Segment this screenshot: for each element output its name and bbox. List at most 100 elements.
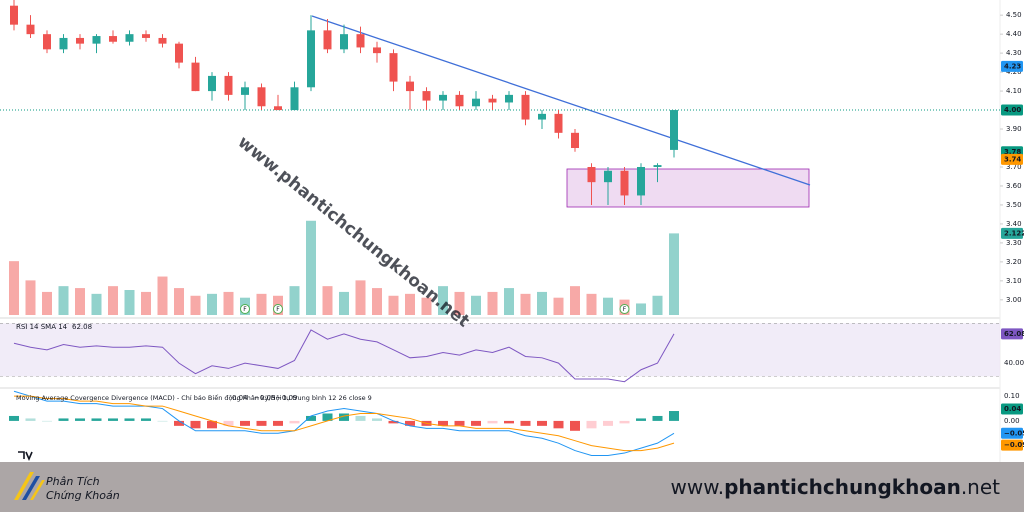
candle-body — [26, 24, 35, 35]
volume-bar — [438, 286, 448, 315]
candle-body — [10, 5, 18, 25]
brand-line: Chứng Khoán — [46, 489, 120, 502]
macd-label — [1001, 439, 1023, 451]
candle-body — [290, 87, 299, 111]
candle-body — [92, 36, 101, 44]
y-tick-label: 0.00 — [1004, 417, 1020, 425]
logo-mark — [22, 476, 40, 500]
candle-body — [323, 30, 332, 50]
macd-bar — [273, 420, 283, 426]
macd-bar — [322, 413, 333, 421]
macd-bar — [603, 420, 613, 426]
range-box — [566, 168, 810, 208]
macd-bar — [240, 420, 250, 426]
volume-label — [1001, 227, 1023, 239]
candle-body — [241, 87, 249, 95]
price-label-text: 4.23 — [1004, 62, 1021, 70]
volume-bar — [504, 288, 514, 315]
logo-mark — [14, 472, 34, 500]
volume-bar — [141, 291, 151, 315]
macd-legend-value: −0.09 — [276, 394, 297, 402]
candle-body — [406, 81, 414, 92]
price-label-text: 3.78 — [1004, 148, 1021, 156]
macd-bar — [586, 420, 597, 429]
volume-bar — [471, 295, 481, 315]
candle-body — [274, 106, 282, 111]
macd-bar — [454, 420, 465, 426]
candle-body — [356, 34, 365, 48]
candle-body — [224, 75, 233, 95]
volume-bar — [207, 293, 217, 315]
macd-legend-value: −0.05 — [254, 394, 275, 402]
candle-body — [389, 53, 398, 82]
candle-body — [422, 91, 431, 101]
macd-bar — [42, 420, 52, 422]
volume-bar — [289, 286, 300, 315]
candle-body — [76, 37, 84, 44]
y-tick-label: 0.10 — [1004, 392, 1020, 400]
y-tick-label: 3.60 — [1006, 182, 1022, 190]
macd-legend-value: 0.04 — [232, 394, 248, 402]
macd-bar — [289, 420, 300, 424]
candle-body — [175, 43, 183, 63]
macd-bar — [669, 411, 679, 421]
macd-bar — [157, 420, 168, 422]
macd-bar — [256, 420, 267, 426]
volume-bar — [174, 288, 184, 315]
macd-bar — [124, 418, 135, 421]
macd-label-text: −0.09 — [1004, 441, 1024, 449]
candle-body — [472, 98, 480, 107]
macd-bar — [520, 420, 531, 426]
volume-bar — [553, 297, 564, 315]
footer-url: www.phantichchungkhoan.net — [671, 475, 1001, 499]
volume-bar — [42, 291, 52, 315]
macd-bar — [372, 418, 382, 421]
candle-body — [208, 75, 216, 92]
candle-body — [571, 132, 579, 149]
macd-bar — [9, 415, 19, 421]
candle-body — [142, 34, 150, 38]
volume-bar — [256, 293, 267, 315]
macd-bar — [306, 415, 316, 421]
candle-body — [488, 98, 497, 103]
y-tick-label: 3.30 — [1006, 239, 1022, 247]
macd-signal-line — [14, 395, 675, 452]
macd-bar — [619, 420, 630, 424]
volume-bar — [603, 297, 613, 315]
y-tick-label: 4.20 — [1006, 68, 1022, 76]
candle-body — [538, 113, 546, 120]
candle-body — [587, 166, 596, 183]
y-tick-label: 3.40 — [1006, 220, 1022, 228]
macd-bar — [108, 418, 118, 421]
volume-bar — [388, 295, 399, 315]
volume-bar — [355, 280, 366, 315]
rsi-legend-value: 62.08 — [72, 323, 92, 331]
footer — [0, 462, 1024, 512]
y-tick-label: 3.00 — [1006, 296, 1022, 304]
macd-bar — [141, 418, 151, 421]
macd-label — [1001, 427, 1023, 439]
y-tick-label: 4.50 — [1006, 11, 1022, 19]
volume-bar — [25, 280, 36, 315]
candle-body — [653, 165, 662, 167]
candle-body — [43, 34, 51, 50]
candle-body — [373, 47, 381, 54]
candle-body — [505, 94, 513, 103]
macd-bar — [25, 418, 36, 421]
y-tick-label: 4.30 — [1006, 49, 1022, 57]
macd-bar — [190, 420, 201, 429]
macd-bar — [405, 420, 415, 426]
tv-logo — [18, 451, 33, 462]
macd-bar — [487, 420, 498, 424]
macd-bar — [91, 418, 102, 421]
macd-label — [1001, 403, 1023, 415]
y-tick-label: 3.50 — [1006, 201, 1022, 209]
volume-bar — [570, 286, 580, 315]
y-tick-label: 40.00 — [1004, 359, 1024, 367]
volume-bar — [124, 290, 135, 315]
candle-body — [604, 170, 612, 183]
macd-bar — [636, 418, 646, 421]
macd-label-text: −0.05 — [1004, 429, 1024, 437]
event-label: F — [276, 306, 280, 313]
volume-bar — [669, 233, 679, 315]
